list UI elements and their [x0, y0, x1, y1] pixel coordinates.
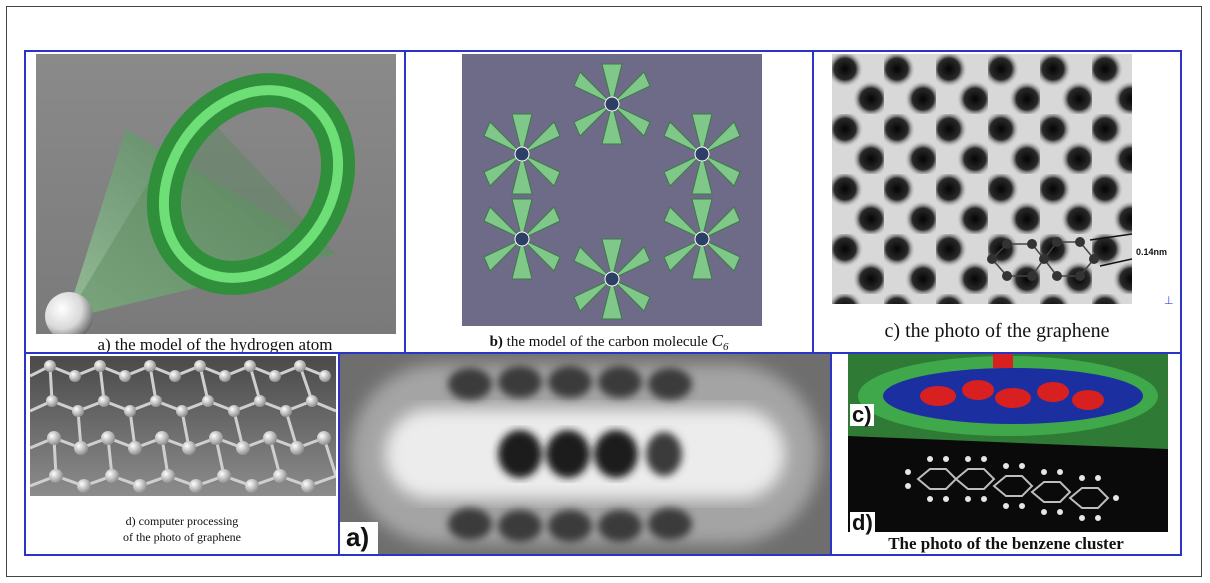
carbon-caption-text: the model of the carbon molecule [502, 334, 712, 350]
graphene-photo-caption: c) the photo of the graphene [884, 320, 1110, 342]
panel-stm-image: a) [338, 352, 832, 556]
figure-frame [6, 6, 1202, 577]
graphene-scale-label: 0.14nm [1136, 247, 1168, 257]
carbon-caption-subscript: 6 [722, 341, 729, 353]
carbon-caption-letter: b) [489, 334, 503, 350]
benzene-label-d: d) [850, 510, 875, 535]
stm-image [340, 354, 830, 554]
panel-benzene-cluster: c) d) The photo of the benzene cluster [830, 352, 1182, 556]
carbon-caption: b) the model of the carbon molecule C6 [406, 331, 812, 353]
stm-panel-label: a) [346, 522, 370, 552]
hydrogen-atom-illustration [36, 54, 396, 334]
benzene-cluster-image [848, 354, 1168, 532]
benzene-caption: The photo of the benzene cluster [888, 534, 1124, 553]
graphene-model-image [30, 356, 336, 496]
panel-hydrogen-atom: a) the model of the hydrogen atom [24, 50, 406, 354]
carbon-molecule-illustration [462, 54, 762, 326]
panel-graphene-model: d) computer processing of the photo of g… [24, 352, 340, 556]
panel-graphene-photo: 0.14nm ⊥ c) the photo of the graphene [812, 50, 1182, 354]
carbon-caption-symbol: C [711, 331, 723, 350]
hydrogen-caption: a) the model of the hydrogen atom [97, 335, 333, 354]
panel-carbon-molecule: b) the model of the carbon molecule C6 [404, 50, 814, 354]
graphene-model-caption-line1: d) computer processing [125, 514, 239, 528]
benzene-label-c: c) [850, 402, 874, 427]
graphene-photo-image [832, 54, 1132, 304]
scale-tick-icon: ⊥ [1164, 295, 1174, 307]
graphene-model-caption-line2: of the photo of graphene [123, 530, 241, 544]
